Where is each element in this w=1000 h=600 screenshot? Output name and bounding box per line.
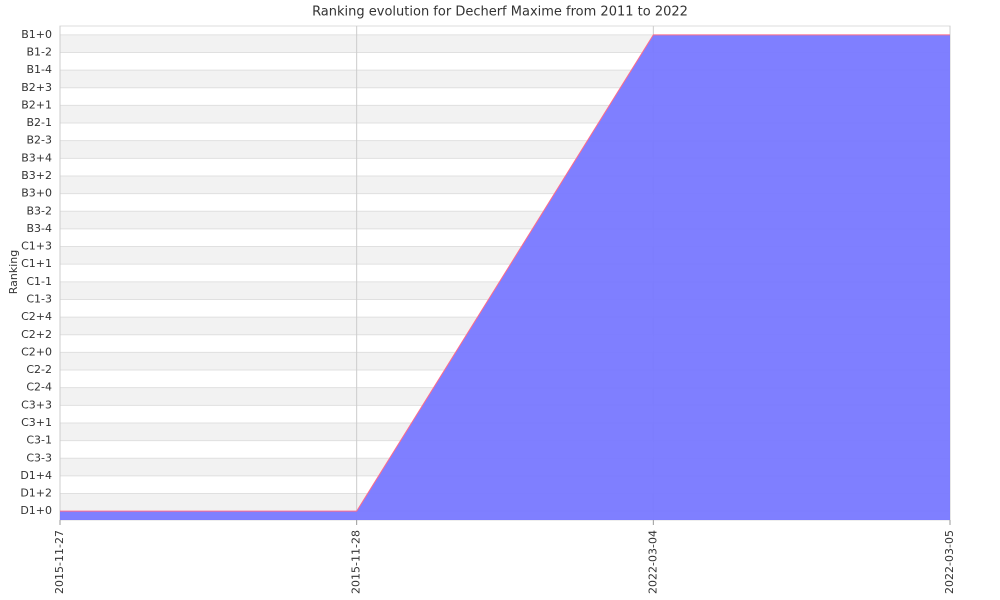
y-tick-label: D1+4: [20, 469, 52, 482]
y-tick-label: C2+4: [21, 310, 52, 323]
y-tick-label: B1-2: [26, 45, 52, 58]
y-tick-label: C1-3: [26, 292, 52, 305]
y-tick-label: C1+3: [21, 240, 52, 253]
x-tick-label: 2015-11-27: [53, 530, 66, 594]
y-tick-label: C1-1: [26, 275, 52, 288]
y-axis-label: Ranking: [7, 250, 20, 295]
y-tick-label: C3-1: [26, 434, 52, 447]
y-tick-label: B3-2: [26, 204, 52, 217]
x-tick-label: 2022-03-04: [646, 530, 659, 594]
y-tick-label: C3+1: [21, 416, 52, 429]
y-tick-label: B2+3: [21, 81, 52, 94]
y-tick-label: D1+0: [20, 504, 52, 517]
y-tick-label: B3-4: [26, 222, 52, 235]
y-tick-label: C2+2: [21, 328, 52, 341]
chart-title: Ranking evolution for Decherf Maxime fro…: [312, 5, 688, 20]
y-tick-label: B1+0: [21, 28, 52, 41]
y-tick-label: B1-4: [26, 63, 52, 76]
y-tick-label: C2-4: [26, 381, 52, 394]
line: [60, 34, 950, 512]
y-tick-label: C2-2: [26, 363, 52, 376]
y-tick-label: B2-3: [26, 134, 52, 147]
y-tick-label: C2+0: [21, 345, 52, 358]
y-tick-label: C3-3: [26, 451, 52, 464]
y-tick-label: B3+2: [21, 169, 52, 182]
y-tick-label: B2+1: [21, 98, 52, 111]
x-tick-label: 2022-03-05: [943, 530, 956, 594]
y-tick-label: B3+0: [21, 187, 52, 200]
y-tick-label: B2-1: [26, 116, 52, 129]
y-tick-label: B3+4: [21, 151, 52, 164]
y-tick-label: C3+3: [21, 398, 52, 411]
y-tick-label: D1+2: [20, 487, 52, 500]
y-tick-label: C1+1: [21, 257, 52, 270]
x-tick-label: 2015-11-28: [350, 530, 363, 594]
area: [60, 34, 950, 520]
